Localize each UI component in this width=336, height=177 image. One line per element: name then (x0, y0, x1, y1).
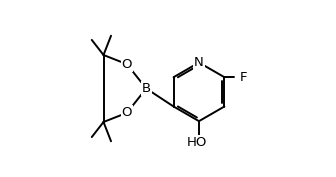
Text: B: B (142, 82, 151, 95)
Text: HO: HO (186, 136, 207, 149)
Text: F: F (240, 71, 247, 84)
Text: O: O (122, 106, 132, 119)
Text: O: O (122, 58, 132, 71)
Text: N: N (194, 56, 204, 69)
